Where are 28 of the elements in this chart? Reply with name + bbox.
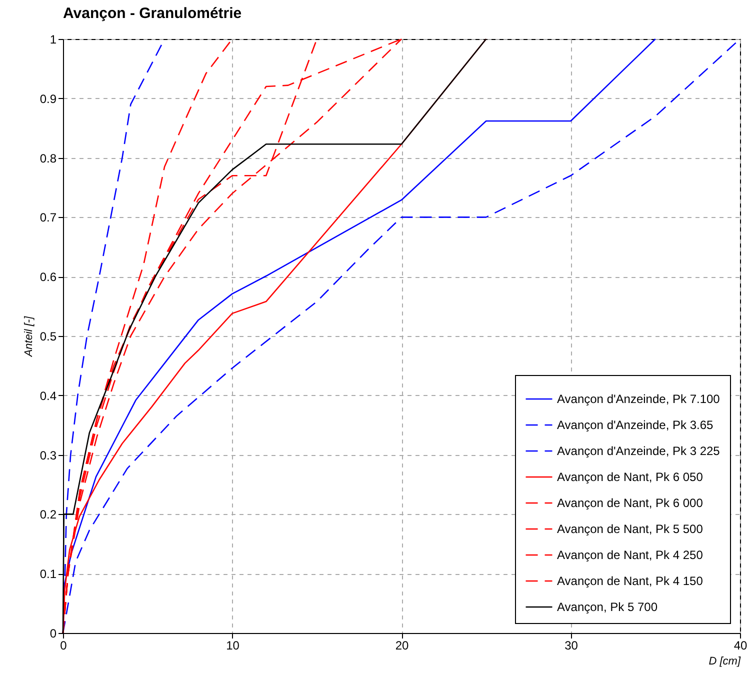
legend-label: Avançon, Pk 5 700 [557, 600, 658, 614]
y-tick-label: 0.1 [40, 567, 57, 582]
y-tick-label: 0.8 [40, 151, 57, 166]
y-axis-title: Anteil [-] [22, 315, 35, 358]
legend-label: Avançon d'Anzeinde, Pk 3 225 [557, 444, 720, 458]
legend-label: Avançon de Nant, Pk 4 150 [557, 574, 704, 588]
chart-title: Avançon - Granulométrie [63, 5, 242, 22]
legend-label: Avançon d'Anzeinde, Pk 7.100 [557, 392, 720, 406]
x-axis-title: D [cm] [708, 656, 742, 668]
y-tick-label: 0.2 [40, 508, 57, 522]
legend-label: Avançon de Nant, Pk 4 250 [557, 548, 704, 562]
y-tick-label: 1 [50, 32, 57, 46]
y-tick-label: 0.5 [40, 330, 57, 344]
y-tick-label: 0.6 [40, 270, 57, 284]
y-tick-label: 0.9 [40, 92, 57, 106]
y-tick-label: 0.4 [40, 388, 57, 403]
y-tick-label: 0 [50, 626, 57, 640]
legend-label: Avançon de Nant, Pk 6 050 [557, 470, 704, 484]
legend-label: Avançon de Nant, Pk 5 500 [557, 522, 704, 536]
x-tick-label: 40 [734, 638, 748, 652]
legend-label: Avançon d'Anzeinde, Pk 3.65 [557, 418, 714, 432]
legend-label: Avançon de Nant, Pk 6 000 [557, 496, 704, 510]
x-tick-label: 30 [564, 638, 578, 652]
y-tick-label: 0.3 [40, 448, 57, 462]
y-tick-label: 0.7 [40, 210, 57, 225]
x-tick-label: 0 [60, 638, 68, 652]
x-tick-label: 20 [395, 638, 409, 652]
x-tick-label: 10 [226, 638, 240, 652]
